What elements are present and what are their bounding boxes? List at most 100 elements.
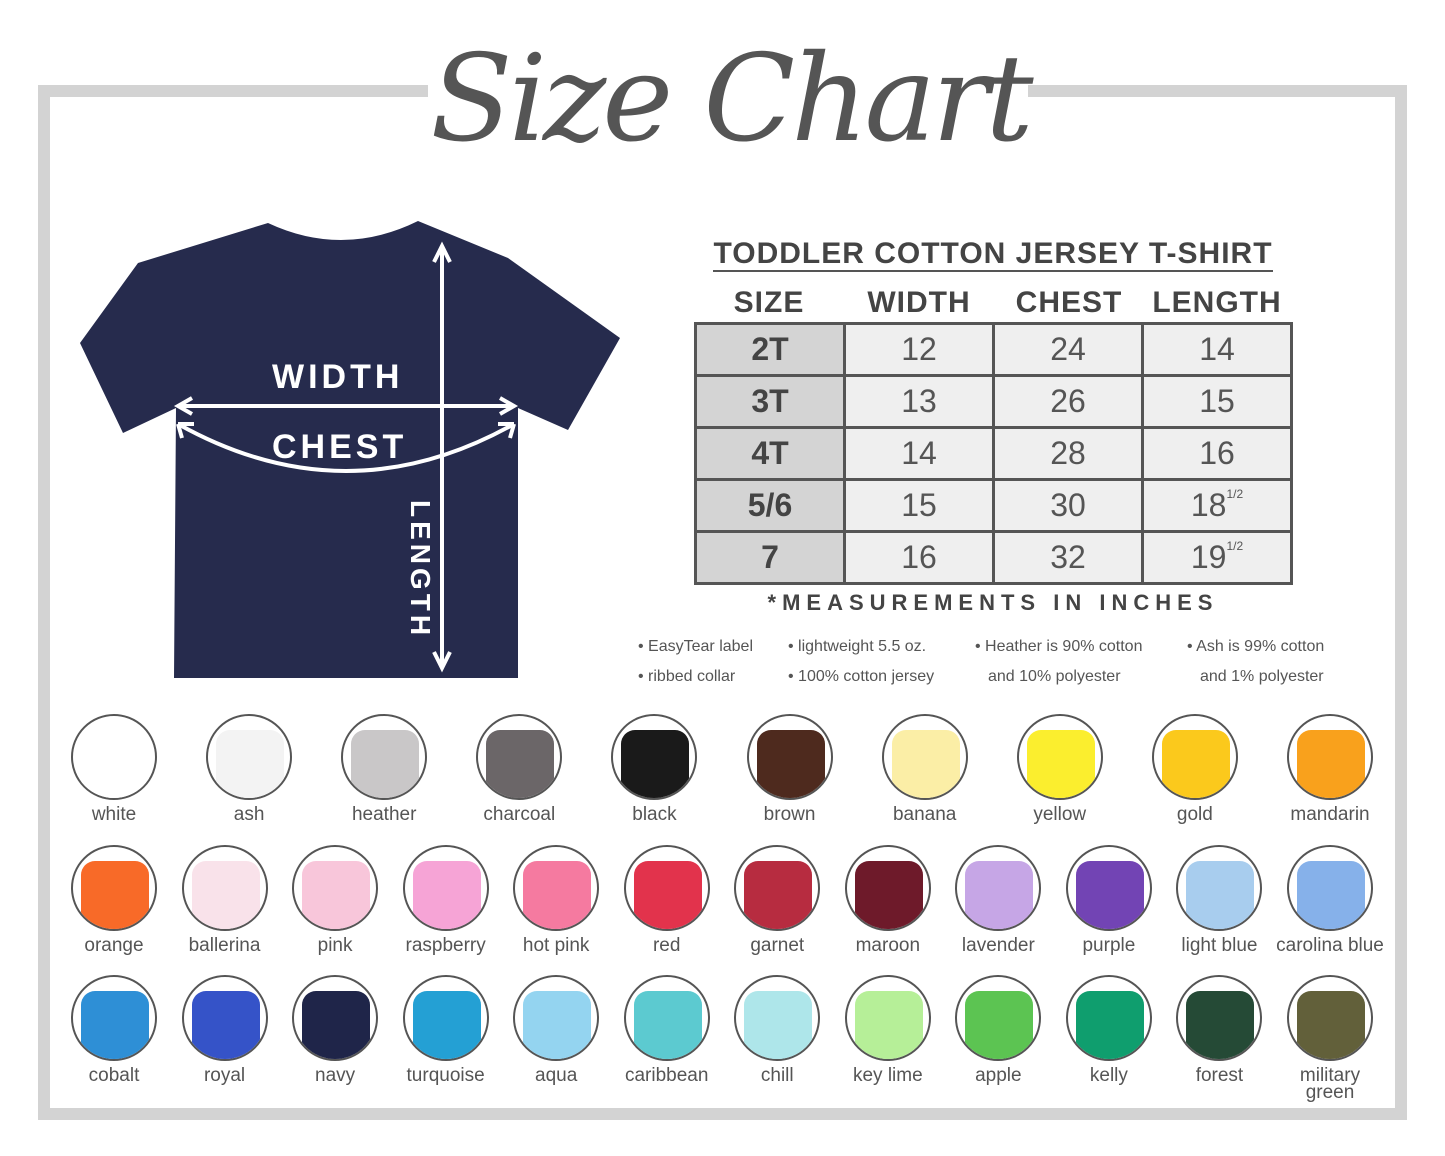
shirt-icon — [621, 730, 690, 798]
cell-value: 14 — [901, 435, 937, 471]
feature: • lightweight 5.5 oz. — [788, 638, 927, 655]
cell-value: 7 — [761, 539, 779, 575]
color-swatch[interactable] — [955, 845, 1042, 931]
color-label: black — [632, 804, 677, 825]
shirt-icon — [523, 861, 592, 929]
color-swatch[interactable] — [734, 845, 821, 931]
cell-value: 16 — [901, 539, 937, 575]
shirt-icon — [965, 991, 1034, 1059]
color-swatch[interactable] — [206, 714, 293, 800]
header-width: WIDTH — [867, 286, 971, 319]
table-cell: 7 — [694, 530, 846, 585]
color-swatch[interactable] — [71, 845, 157, 931]
color-swatch[interactable] — [1287, 975, 1373, 1061]
table-cell: 12 — [843, 322, 995, 377]
shirt-icon — [523, 991, 592, 1059]
color-label: cobalt — [88, 1065, 140, 1086]
color-label: raspberry — [405, 935, 486, 956]
color-swatch[interactable] — [181, 975, 268, 1061]
color-swatch[interactable] — [1287, 845, 1373, 931]
color-swatch[interactable] — [1176, 845, 1263, 931]
color-swatch[interactable] — [623, 975, 710, 1061]
shirt-icon — [1161, 730, 1230, 798]
color-swatch[interactable] — [292, 845, 379, 931]
color-label: kelly — [1089, 1065, 1128, 1086]
color-label: orange — [84, 935, 144, 956]
color-swatch[interactable] — [844, 845, 931, 931]
table-cell: 28 — [992, 426, 1144, 481]
color-swatch[interactable] — [292, 975, 379, 1061]
color-label: navy — [315, 1065, 356, 1086]
shirt-icon — [633, 861, 702, 929]
feature: and 10% polyester — [988, 668, 1121, 685]
table-cell: 181/2 — [1141, 478, 1293, 533]
color-swatch[interactable] — [611, 714, 698, 800]
color-swatch[interactable] — [623, 845, 710, 931]
color-swatch[interactable] — [71, 714, 157, 800]
color-swatch[interactable] — [1151, 714, 1238, 800]
color-swatch[interactable] — [402, 845, 489, 931]
cell-value: 3T — [751, 383, 789, 419]
color-swatch[interactable] — [1065, 845, 1152, 931]
feature: • EasyTear label — [638, 638, 753, 655]
shirt-icon — [756, 730, 825, 798]
shirt-icon — [1075, 991, 1144, 1059]
color-label: purple — [1082, 935, 1136, 956]
table-row: 7 16 32 191/2 — [694, 530, 1293, 585]
table-cell: 26 — [992, 374, 1144, 429]
table-cell: 2T — [694, 322, 846, 377]
color-label: charcoal — [483, 804, 556, 825]
color-swatch[interactable] — [1176, 975, 1263, 1061]
color-swatch[interactable] — [734, 975, 821, 1061]
shirt-icon — [486, 730, 555, 798]
color-swatch[interactable] — [402, 975, 489, 1061]
cell-value: 14 — [1199, 331, 1235, 367]
cell-value: 26 — [1050, 383, 1086, 419]
cell-value: 4T — [751, 435, 789, 471]
color-label: heather — [351, 804, 417, 825]
shirt-icon — [744, 861, 813, 929]
shirt-icon — [1297, 861, 1365, 929]
shirt-icon — [854, 991, 923, 1059]
page-title: Size Chart — [430, 30, 1033, 169]
shirt-icon — [81, 730, 149, 798]
color-swatch[interactable] — [181, 845, 268, 931]
color-label: red — [652, 935, 681, 956]
color-swatch[interactable] — [1016, 714, 1103, 800]
color-label: maroon — [855, 935, 921, 956]
cell-value: 32 — [1050, 539, 1086, 575]
color-swatch[interactable] — [746, 714, 833, 800]
feature: • ribbed collar — [638, 668, 736, 685]
color-label: royal — [203, 1065, 246, 1086]
navy-shirt-illustration — [80, 221, 620, 678]
color-swatch[interactable] — [513, 975, 600, 1061]
color-swatch[interactable] — [476, 714, 563, 800]
shirt-icon — [965, 861, 1034, 929]
shirt-icon — [302, 861, 371, 929]
color-swatch[interactable] — [1287, 714, 1373, 800]
header-chest: CHEST — [1015, 286, 1123, 319]
color-swatch[interactable] — [1065, 975, 1152, 1061]
color-label: aqua — [535, 1065, 578, 1086]
cell-value: 15 — [901, 487, 937, 523]
color-label: light blue — [1181, 935, 1258, 956]
color-swatch[interactable] — [955, 975, 1042, 1061]
color-swatch[interactable] — [341, 714, 428, 800]
shirt-icon — [191, 861, 260, 929]
table-row: 5/6 15 30 181/2 — [694, 478, 1293, 533]
color-label: lavender — [961, 935, 1035, 956]
feature: and 1% polyester — [1200, 668, 1324, 685]
table-cell: 14 — [843, 426, 995, 481]
shirt-icon — [744, 991, 813, 1059]
color-swatch[interactable] — [71, 975, 157, 1061]
color-label: turquoise — [406, 1065, 485, 1086]
color-label: key lime — [852, 1065, 923, 1086]
shirt-icon — [891, 730, 960, 798]
color-swatch[interactable] — [844, 975, 931, 1061]
cell-value: 5/6 — [747, 487, 793, 523]
color-label: hot pink — [522, 935, 590, 956]
table-cell: 15 — [843, 478, 995, 533]
color-swatch[interactable] — [513, 845, 600, 931]
color-label: gold — [1176, 804, 1213, 825]
color-swatch[interactable] — [881, 714, 968, 800]
